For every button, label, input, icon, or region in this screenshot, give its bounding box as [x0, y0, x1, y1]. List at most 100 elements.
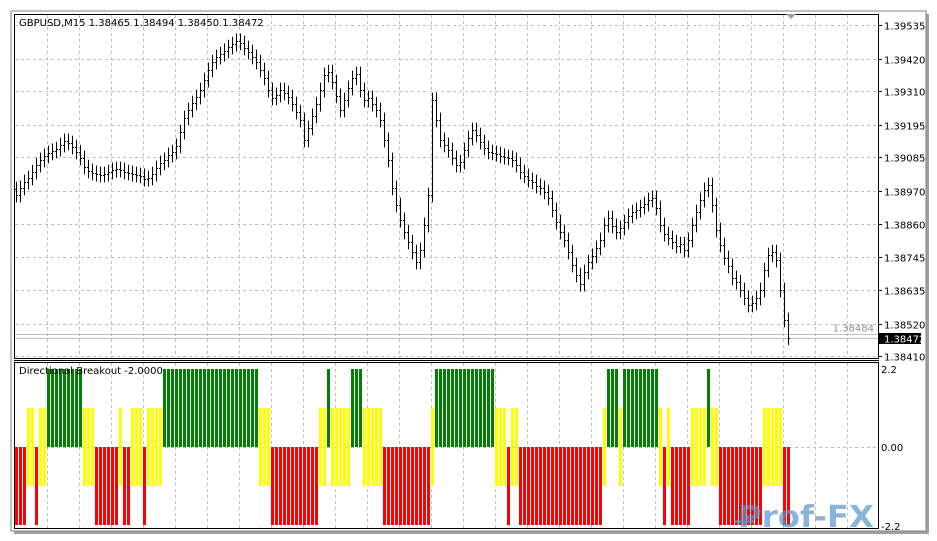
price-bar — [739, 274, 742, 298]
chart-title: GBPUSD,M15 1.38465 1.38494 1.38450 1.384… — [19, 18, 264, 29]
histogram-bar — [719, 447, 722, 525]
histogram-bar — [555, 447, 558, 525]
price-bar — [639, 199, 642, 218]
price-bar — [687, 232, 690, 258]
histogram-bar — [495, 408, 498, 486]
price-bar — [203, 72, 206, 98]
histogram-bar — [479, 369, 482, 447]
histogram-bar — [411, 447, 414, 525]
price-bar — [19, 180, 22, 203]
price-bar — [643, 196, 646, 215]
price-bar — [243, 35, 246, 56]
price-bar — [15, 181, 18, 203]
histogram-bar — [551, 447, 554, 525]
histogram-bar — [159, 408, 162, 486]
price-bar — [511, 150, 514, 168]
price-bar — [295, 96, 298, 120]
price-bar — [339, 88, 342, 118]
price-bar — [635, 202, 638, 220]
histogram-bar — [223, 369, 226, 447]
price-bar — [363, 82, 366, 108]
histogram-bar — [87, 408, 90, 486]
histogram-bar — [755, 447, 758, 525]
histogram-bar — [139, 408, 142, 486]
histogram-bar — [443, 369, 446, 447]
histogram-bar — [187, 369, 190, 447]
price-bar — [31, 164, 34, 186]
price-bar — [623, 214, 626, 236]
histogram-bar — [723, 447, 726, 525]
histogram-bar — [287, 447, 290, 525]
histogram-bar — [147, 408, 150, 486]
price-bar — [115, 161, 118, 178]
histogram-bar — [107, 447, 110, 525]
price-bar — [119, 161, 122, 178]
price-bar — [171, 144, 174, 163]
histogram-bar — [179, 369, 182, 447]
price-bar — [343, 92, 346, 118]
price-bar — [699, 192, 702, 220]
histogram-bar — [203, 369, 206, 447]
histogram-bar — [523, 447, 526, 525]
histogram-bar — [339, 408, 342, 486]
histogram-bar — [359, 369, 362, 447]
price-bar — [99, 166, 102, 183]
histogram-bar — [15, 447, 18, 525]
price-bar — [367, 90, 370, 108]
price-bar — [559, 214, 562, 240]
price-bar — [315, 96, 318, 124]
indicator-panel[interactable] — [14, 362, 879, 529]
histogram-bar — [639, 369, 642, 447]
price-bar — [323, 67, 326, 98]
price-bar — [483, 134, 486, 156]
histogram-bar — [75, 369, 78, 447]
price-bar — [759, 282, 762, 306]
price-bar — [239, 33, 242, 51]
histogram-bar — [615, 369, 618, 447]
histogram-bar — [175, 369, 178, 447]
histogram-bar — [703, 408, 706, 486]
price-bar — [407, 224, 410, 250]
price-bar — [263, 62, 266, 86]
histogram-bar — [315, 447, 318, 525]
histogram-bar — [487, 369, 490, 447]
price-bar — [279, 82, 282, 103]
price-bar — [659, 200, 662, 233]
price-bar — [755, 290, 758, 311]
histogram-bar — [303, 447, 306, 525]
price-bar — [603, 217, 606, 248]
histogram-bar — [475, 369, 478, 447]
price-bar — [311, 108, 314, 136]
price-bar — [327, 64, 330, 83]
price-bar — [547, 184, 550, 206]
price-bar — [543, 180, 546, 200]
price-bar — [479, 127, 482, 150]
price-bar — [563, 224, 566, 248]
current-price-label: 1.38472 — [884, 335, 925, 346]
histogram-bar — [363, 408, 366, 486]
price-bar — [35, 157, 38, 180]
histogram-bar — [619, 408, 622, 486]
price-bar — [763, 262, 766, 298]
price-bar — [139, 167, 142, 184]
indicator-histogram — [15, 369, 790, 525]
price-bar — [747, 290, 750, 313]
histogram-bar — [471, 369, 474, 447]
price-bar — [719, 222, 722, 253]
histogram-bar — [39, 408, 42, 486]
price-bar — [627, 208, 630, 230]
price-bar — [671, 230, 674, 250]
histogram-bar — [455, 369, 458, 447]
price-bar — [107, 164, 110, 182]
histogram-bar — [715, 408, 718, 486]
price-bar — [195, 89, 198, 111]
price-bar — [227, 39, 230, 59]
price-panel[interactable] — [14, 14, 879, 359]
price-bar — [103, 166, 106, 183]
histogram-bar — [607, 369, 610, 447]
price-bar — [79, 144, 82, 166]
chart-shift-marker[interactable] — [786, 14, 796, 19]
histogram-bar — [499, 408, 502, 486]
histogram-bar — [415, 447, 418, 525]
